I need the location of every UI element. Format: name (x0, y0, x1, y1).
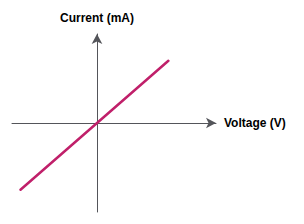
svg-text:Current (mA): Current (mA) (60, 11, 134, 25)
svg-text:Voltage (V): Voltage (V) (224, 116, 286, 130)
